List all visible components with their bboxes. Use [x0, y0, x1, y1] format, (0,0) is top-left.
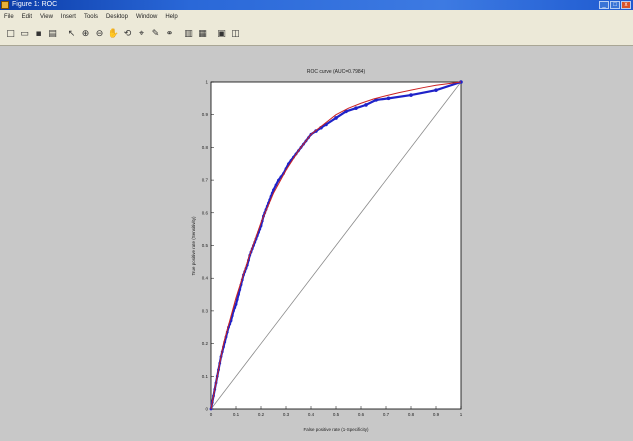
roc-point	[277, 178, 280, 182]
roc-point	[354, 106, 358, 110]
minimize-button[interactable]: _	[599, 1, 609, 9]
zoom-out-button[interactable]: ⊖	[93, 27, 106, 43]
matlab-figure-icon	[1, 1, 9, 9]
y-tick-label: 0.9	[202, 112, 209, 117]
menu-insert[interactable]: Insert	[60, 14, 76, 20]
zoom-in-button[interactable]: ⊕	[79, 27, 92, 43]
x-tick-label: 0.6	[358, 412, 365, 417]
x-tick-label: 0.1	[233, 412, 240, 417]
x-tick-label: 0.3	[283, 412, 290, 417]
title-bar: Figure 1: ROC _ □ x	[0, 0, 633, 10]
new-file-button[interactable]: □	[4, 27, 17, 43]
x-tick-label: 0.9	[433, 412, 440, 417]
brush-button[interactable]: ✎	[149, 27, 162, 43]
chart-title: ROC curve (AUC=0.7984)	[307, 69, 366, 75]
print-icon: ▤	[48, 29, 57, 39]
figure-toolbar: □ ▭ ▪ ▤ ↖ ⊕ ⊖ ✋ ⟲ ⌖ ✎ ⚭ ▥ ▦ ▣ ◫	[0, 24, 633, 46]
roc-fit-line	[210, 81, 462, 410]
close-button[interactable]: x	[621, 1, 631, 9]
y-tick-label: 1	[205, 80, 208, 85]
print-button[interactable]: ▤	[46, 27, 59, 43]
rotate-3d-button[interactable]: ⟲	[121, 27, 134, 43]
legend-button[interactable]: ▦	[196, 27, 209, 43]
data-cursor-button[interactable]: ⌖	[135, 27, 148, 43]
open-folder-icon: ▭	[20, 29, 29, 39]
diagonal-reference-line	[210, 81, 462, 410]
x-tick-label: 0.5	[333, 412, 340, 417]
show-plot-tools-button[interactable]: ◫	[229, 27, 242, 43]
roc-point	[272, 188, 275, 192]
roc-chart: ROC curve (AUC=0.7984) False positive ra…	[191, 69, 463, 432]
colorbar-icon: ▥	[184, 29, 193, 39]
open-folder-button[interactable]: ▭	[18, 27, 31, 43]
link-icon: ⚭	[165, 29, 174, 39]
roc-point	[334, 116, 338, 120]
roc-point	[237, 293, 240, 296]
toolbar-separator	[60, 27, 64, 43]
new-file-icon: □	[6, 29, 15, 39]
y-tick-label: 0.1	[202, 374, 209, 379]
arrow-pointer-button[interactable]: ↖	[65, 27, 78, 43]
roc-point	[434, 88, 438, 92]
y-tick-label: 0.3	[202, 308, 209, 313]
data-cursor-icon: ⌖	[138, 29, 145, 39]
x-tick-label: 0.8	[408, 412, 415, 417]
toolbar-separator	[210, 27, 214, 43]
menu-window[interactable]: Window	[135, 14, 158, 20]
save-icon: ▪	[35, 29, 42, 39]
x-tick-label: 0.4	[308, 412, 315, 417]
zoom-in-icon: ⊕	[81, 29, 90, 39]
menu-tools[interactable]: Tools	[83, 14, 98, 20]
roc-point	[344, 109, 348, 114]
menu-help[interactable]: Help	[165, 14, 178, 20]
figure-canvas: ROC curve (AUC=0.7984) False positive ra…	[0, 46, 633, 441]
menu-bar: File Edit View Insert Tools Desktop Wind…	[0, 10, 633, 24]
menu-edit[interactable]: Edit	[21, 14, 33, 20]
y-tick-label: 0.5	[202, 243, 209, 248]
link-button[interactable]: ⚭	[163, 27, 176, 43]
y-axis-label: True positive rate (Sensitivity)	[191, 216, 196, 276]
arrow-pointer-icon: ↖	[67, 29, 76, 39]
hide-plot-tools-button[interactable]: ▣	[215, 27, 228, 43]
brush-icon: ✎	[151, 29, 160, 39]
x-tick-label: 0.7	[383, 412, 390, 417]
x-axis-label: False positive rate (1-Specificity)	[303, 427, 369, 432]
axis-ticks: 0 0.1 0.2 0.3 0.4 0.5 0.6 0.7 0.8 0.9 1 0 0.1 0.2 0.3 0…	[202, 80, 463, 418]
roc-point	[234, 302, 238, 306]
colorbar-button[interactable]: ▥	[182, 27, 195, 43]
legend-icon: ▦	[198, 29, 207, 39]
roc-point	[386, 96, 391, 101]
show-plot-tools-icon: ◫	[231, 29, 240, 39]
roc-point	[364, 103, 368, 107]
toolbar-separator	[177, 27, 181, 43]
menu-view[interactable]: View	[40, 14, 53, 20]
maximize-button[interactable]: □	[610, 1, 620, 9]
x-tick-label: 0.2	[258, 412, 265, 417]
menu-desktop[interactable]: Desktop	[105, 14, 128, 20]
hide-plot-tools-icon: ▣	[217, 29, 226, 39]
y-tick-label: 0	[205, 407, 208, 412]
window-title: Figure 1: ROC	[12, 1, 58, 8]
y-tick-label: 0.4	[202, 276, 209, 281]
pan-icon: ✋	[107, 29, 120, 39]
roc-point	[274, 183, 278, 187]
save-button[interactable]: ▪	[32, 27, 45, 43]
rotate-3d-icon: ⟲	[123, 29, 132, 39]
pan-button[interactable]: ✋	[107, 27, 120, 43]
window-controls: _ □ x	[599, 1, 631, 9]
menu-file[interactable]: File	[4, 14, 14, 20]
zoom-out-icon: ⊖	[95, 29, 104, 39]
y-tick-label: 0.8	[202, 145, 209, 150]
roc-point	[409, 93, 413, 97]
y-tick-label: 0.7	[202, 178, 209, 183]
y-tick-label: 0.6	[202, 210, 209, 215]
y-tick-label: 0.2	[202, 341, 209, 346]
x-tick-label: 1	[460, 412, 463, 417]
roc-point	[233, 306, 237, 310]
roc-point	[235, 298, 239, 301]
x-tick-label: 0	[210, 412, 213, 417]
series-layer	[209, 80, 463, 411]
